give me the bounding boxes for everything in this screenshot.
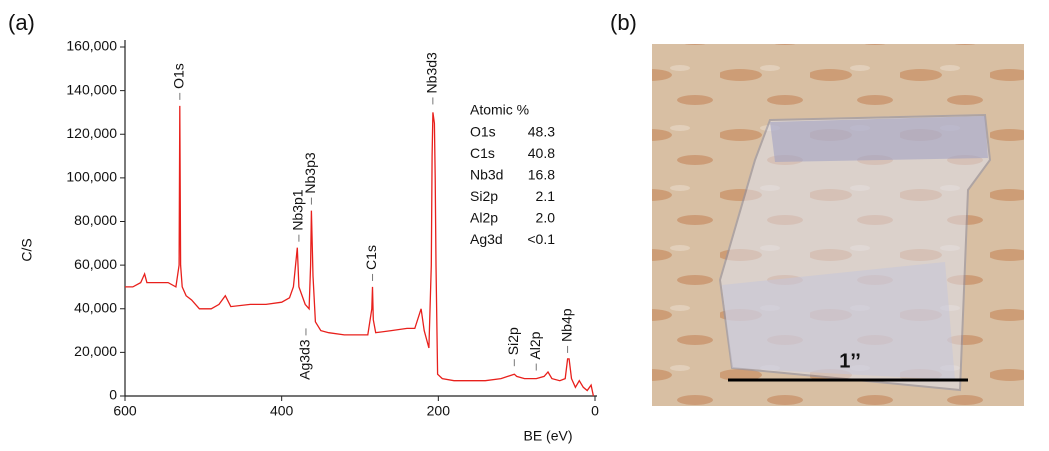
y-tick-label: 80,000 (74, 212, 117, 228)
film-fold (722, 262, 955, 380)
y-axis-label: C/S (19, 238, 35, 261)
table-cell: 2.1 (536, 188, 556, 204)
x-tick-label: 0 (591, 403, 599, 419)
panel-label: (a) (8, 10, 35, 35)
film-fold (770, 116, 988, 162)
y-tick-label: 0 (109, 387, 117, 403)
table-cell: 16.8 (528, 167, 555, 183)
scale-label: 1’’ (839, 350, 861, 372)
table-header: Atomic % (470, 102, 529, 118)
photo: 1’’ (652, 44, 1024, 406)
table-cell: C1s (470, 145, 495, 161)
spectrum-line (125, 105, 595, 397)
y-tick-label: 20,000 (74, 343, 117, 359)
y-tick-label: 140,000 (66, 81, 117, 97)
annotation: Si2p (505, 327, 521, 355)
annotation: Nb4p (558, 308, 574, 342)
x-axis-label: BE (eV) (523, 428, 572, 444)
annotation: Al2p (527, 331, 543, 359)
annotation: C1s (363, 245, 379, 270)
x-tick-label: 200 (427, 403, 451, 419)
annotation: Nb3p3 (302, 152, 318, 193)
annotation: Ag3d3 (297, 339, 313, 380)
x-tick-label: 600 (113, 403, 137, 419)
y-tick-label: 160,000 (66, 38, 117, 54)
table-cell: 40.8 (528, 145, 555, 161)
y-tick-label: 100,000 (66, 169, 117, 185)
panel-label: (b) (610, 10, 637, 35)
y-tick-label: 40,000 (74, 299, 117, 315)
y-tick-label: 60,000 (74, 256, 117, 272)
table-cell: <0.1 (527, 231, 555, 247)
y-tick-label: 120,000 (66, 125, 117, 141)
table-cell: Nb3d (470, 167, 503, 183)
table-cell: 48.3 (528, 124, 555, 140)
table-cell: 2.0 (536, 210, 556, 226)
annotation: O1s (171, 63, 187, 89)
table-cell: O1s (470, 124, 496, 140)
table-cell: Ag3d (470, 231, 503, 247)
annotation: Nb3d3 (424, 52, 440, 93)
table-cell: Al2p (470, 210, 498, 226)
table-cell: Si2p (470, 188, 498, 204)
annotation: Nb3p1 (290, 189, 306, 230)
x-tick-label: 400 (270, 403, 294, 419)
